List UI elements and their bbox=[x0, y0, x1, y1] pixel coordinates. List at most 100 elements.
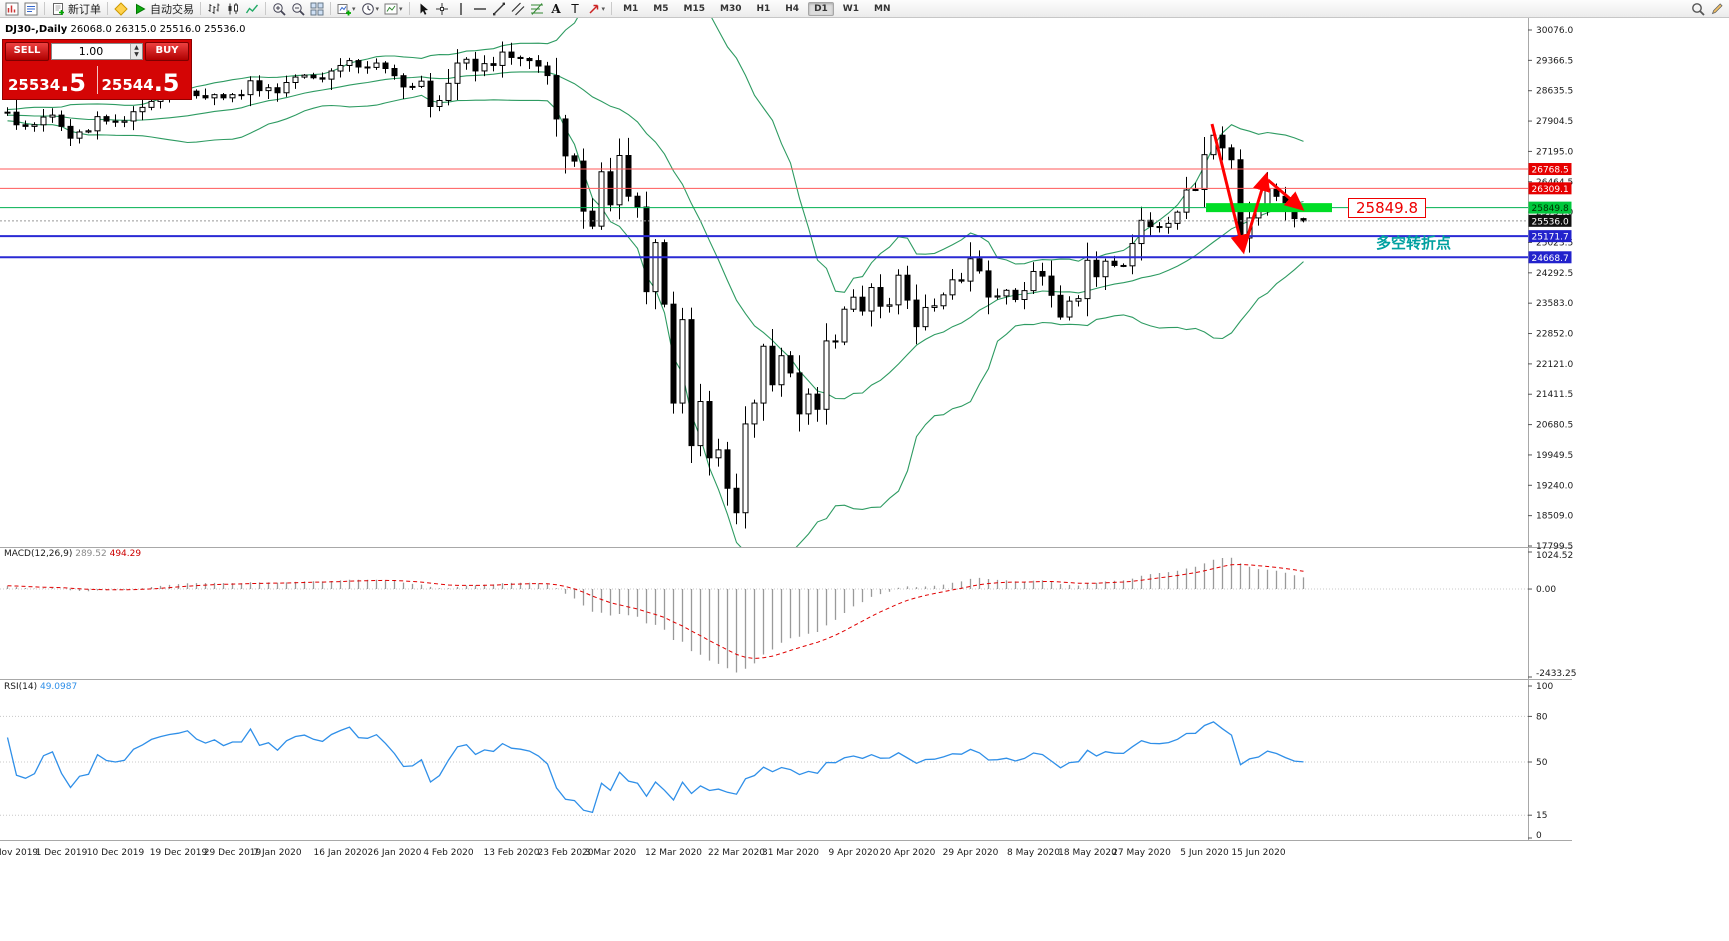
templates-icon[interactable]: ▾ bbox=[382, 1, 405, 17]
toolbar-separator bbox=[330, 2, 331, 15]
toolbar-separator bbox=[611, 2, 613, 15]
timeframe-m5[interactable]: M5 bbox=[653, 3, 669, 14]
svg-text:5 Jun 2020: 5 Jun 2020 bbox=[1180, 848, 1229, 858]
price-badge bbox=[1528, 163, 1572, 176]
trend-arrows[interactable] bbox=[1210, 123, 1305, 255]
quick-edit-icon[interactable] bbox=[1708, 1, 1726, 17]
zoom-out-icon[interactable] bbox=[289, 1, 307, 17]
pivot-note-text[interactable]: 多空转折点 bbox=[1376, 234, 1452, 253]
text-icon[interactable]: A bbox=[547, 1, 565, 17]
svg-text:22121.0: 22121.0 bbox=[1536, 360, 1573, 370]
svg-text:22852.0: 22852.0 bbox=[1536, 330, 1573, 340]
svg-text:24668.7: 24668.7 bbox=[1532, 254, 1569, 264]
toolbar-separator bbox=[200, 2, 201, 15]
svg-text:29 Dec 2019: 29 Dec 2019 bbox=[204, 848, 262, 858]
timeframe-m15[interactable]: M15 bbox=[683, 3, 705, 14]
macd-axis: 1024.52 0.00 -2433.25 bbox=[1528, 551, 1576, 679]
volume-value[interactable]: 1.00 bbox=[78, 45, 104, 58]
svg-text:1024.52: 1024.52 bbox=[1536, 551, 1573, 561]
svg-text:1 Dec 2019: 1 Dec 2019 bbox=[36, 848, 88, 858]
highlight-zone[interactable] bbox=[1206, 203, 1332, 213]
timeframe-m1[interactable]: M1 bbox=[623, 3, 639, 14]
pivot-line[interactable]: 25849.8 bbox=[0, 201, 1572, 215]
search-icon[interactable] bbox=[1689, 1, 1707, 17]
support-line-1[interactable]: 25171.7 bbox=[0, 230, 1572, 243]
svg-text:27 May 2020: 27 May 2020 bbox=[1112, 848, 1171, 858]
channel-icon[interactable] bbox=[509, 1, 527, 17]
mql-editor-icon[interactable] bbox=[112, 1, 130, 17]
vertical-line-icon[interactable] bbox=[452, 1, 470, 17]
zoom-in-icon[interactable] bbox=[270, 1, 288, 17]
volume-field[interactable]: 1.00 ▲ ▼ bbox=[51, 43, 143, 60]
chart-title: DJ30-,Daily 26068.0 26315.0 25516.0 2553… bbox=[5, 24, 245, 35]
fibonacci-icon[interactable] bbox=[528, 1, 546, 17]
svg-text:-2433.25: -2433.25 bbox=[1536, 669, 1576, 679]
periods-icon[interactable]: ▾ bbox=[359, 1, 382, 17]
svg-text:26309.1: 26309.1 bbox=[1532, 185, 1569, 195]
svg-text:50: 50 bbox=[1536, 758, 1548, 768]
buy-button[interactable]: BUY bbox=[145, 42, 189, 61]
svg-text:8 May 2020: 8 May 2020 bbox=[1007, 848, 1060, 858]
symbol-period: DJ30-,Daily bbox=[5, 24, 68, 35]
timeframe-h1[interactable]: H1 bbox=[756, 3, 771, 14]
cursor-icon[interactable] bbox=[414, 1, 432, 17]
timeframe-mn[interactable]: MN bbox=[874, 3, 891, 14]
price-badge bbox=[1528, 201, 1572, 214]
arrows-icon[interactable]: ▾ bbox=[585, 1, 608, 17]
buy-price[interactable]: 25544 .5 bbox=[101, 69, 180, 97]
svg-text:25536.0: 25536.0 bbox=[1532, 217, 1569, 227]
volume-spinner: ▲ ▼ bbox=[130, 44, 142, 59]
new-order-button[interactable]: 新订单 bbox=[49, 1, 103, 17]
svg-text:23583.0: 23583.0 bbox=[1536, 299, 1573, 309]
svg-text:29366.5: 29366.5 bbox=[1536, 56, 1573, 66]
svg-text:9 Apr 2020: 9 Apr 2020 bbox=[829, 848, 879, 858]
timeframe-w1[interactable]: W1 bbox=[842, 3, 859, 14]
line-chart-icon[interactable] bbox=[243, 1, 261, 17]
svg-text:T: T bbox=[570, 2, 579, 16]
volume-down-button[interactable]: ▼ bbox=[134, 51, 139, 58]
text-label-icon[interactable]: T bbox=[566, 1, 584, 17]
timeframe-d1[interactable]: D1 bbox=[808, 1, 834, 16]
timeframe-h4[interactable]: H4 bbox=[785, 3, 800, 14]
sell-button[interactable]: SELL bbox=[5, 42, 49, 61]
tile-windows-icon[interactable] bbox=[308, 1, 326, 17]
svg-text:19 Dec 2019: 19 Dec 2019 bbox=[150, 848, 208, 858]
svg-text:22 Mar 2020: 22 Mar 2020 bbox=[708, 848, 765, 858]
rsi-line bbox=[6, 721, 1304, 814]
rsi-indicator-label: RSI(14) 49.0987 bbox=[4, 682, 78, 692]
profiles-icon[interactable] bbox=[22, 1, 40, 17]
horizontal-line-icon[interactable] bbox=[471, 1, 489, 17]
price-badge bbox=[1528, 251, 1572, 264]
svg-text:31 Mar 2020: 31 Mar 2020 bbox=[762, 848, 819, 858]
support-line-2[interactable]: 24668.7 bbox=[0, 251, 1572, 264]
resistance-line-1[interactable]: 26768.5 bbox=[0, 163, 1572, 176]
svg-text:15: 15 bbox=[1536, 811, 1547, 821]
svg-text:20680.5: 20680.5 bbox=[1536, 421, 1573, 431]
svg-text:15 Jun 2020: 15 Jun 2020 bbox=[1231, 848, 1285, 858]
crosshair-icon[interactable] bbox=[433, 1, 451, 17]
current-price[interactable]: 25536.0 bbox=[0, 214, 1572, 228]
resistance-line-2[interactable]: 26309.1 bbox=[0, 182, 1572, 195]
toolbar-separator bbox=[265, 2, 266, 15]
svg-text:20 Apr 2020: 20 Apr 2020 bbox=[880, 848, 936, 858]
price-badge bbox=[1528, 214, 1572, 227]
ohlc-values: 26068.0 26315.0 25516.0 25536.0 bbox=[70, 24, 246, 35]
price-tag-label[interactable]: 25849.8 bbox=[1348, 197, 1426, 218]
volume-up-button[interactable]: ▲ bbox=[134, 44, 139, 51]
trendline-icon[interactable] bbox=[490, 1, 508, 17]
timeframe-m30[interactable]: M30 bbox=[719, 3, 742, 14]
svg-text:18509.0: 18509.0 bbox=[1536, 512, 1573, 522]
autotrading-button[interactable]: 自动交易 bbox=[131, 1, 196, 17]
bar-chart-icon[interactable] bbox=[205, 1, 223, 17]
svg-text:27195.0: 27195.0 bbox=[1536, 147, 1573, 157]
candlestick-chart-icon[interactable] bbox=[224, 1, 242, 17]
chart-window-icon[interactable] bbox=[3, 1, 21, 17]
toolbar-separator bbox=[408, 2, 410, 15]
new-chart-icon[interactable]: ▾ bbox=[335, 1, 358, 17]
svg-text:25171.7: 25171.7 bbox=[1532, 233, 1569, 243]
sell-price[interactable]: 25534 .5 bbox=[8, 69, 87, 97]
one-click-trading-panel: SELL 1.00 ▲ ▼ BUY 25534 .5 25544 .5 bbox=[2, 39, 192, 100]
